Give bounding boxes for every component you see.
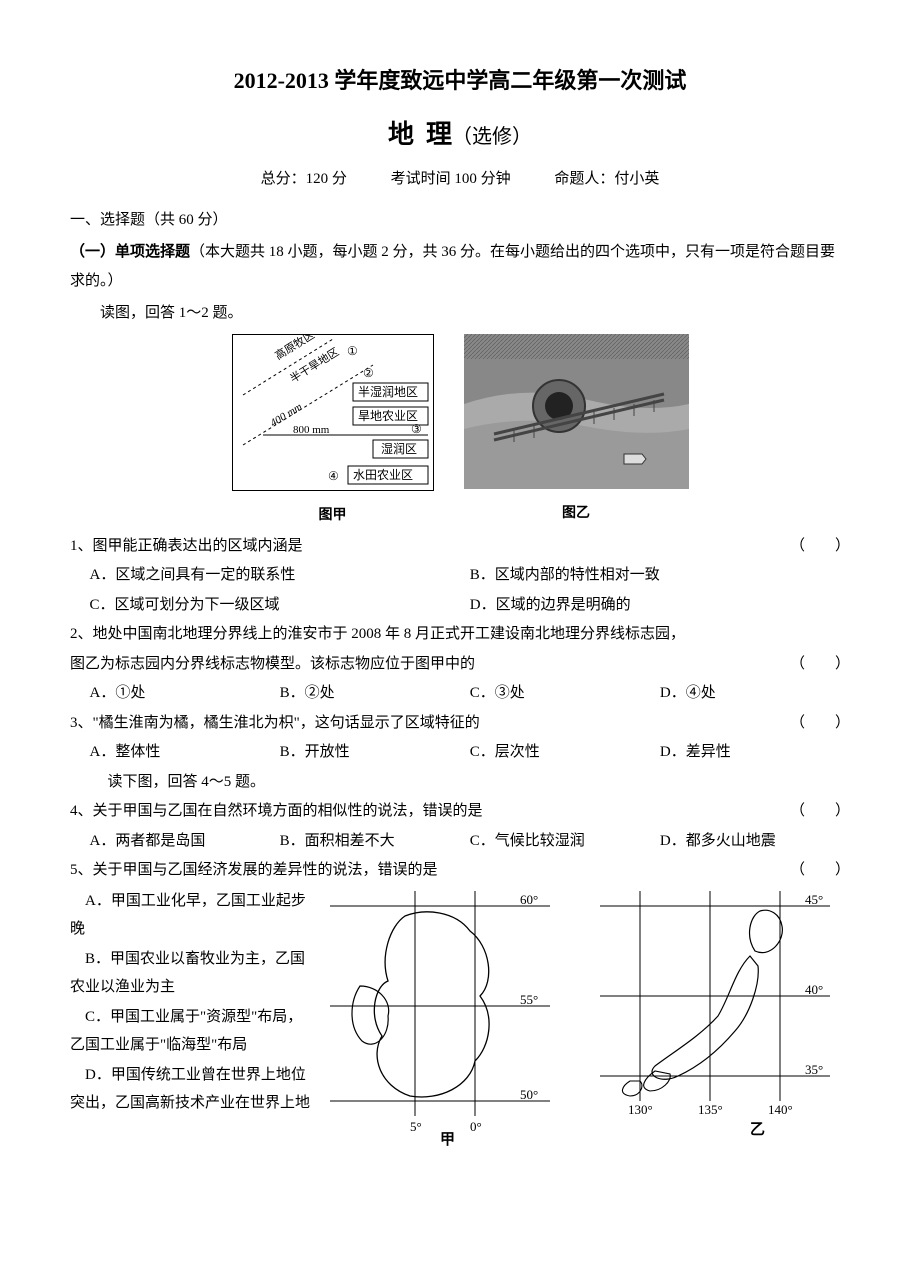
q1-opts-row2: C．区域可划分为下一级区域 D．区域的边界是明确的 <box>70 591 850 620</box>
q2-C: C．③处 <box>470 679 660 708</box>
q2-text2: 图乙为标志园内分界线标志物模型。该标志物应位于图甲中的 <box>70 650 790 679</box>
title-main: 2012-2013 学年度致远中学高二年级第一次测试 <box>70 60 850 102</box>
caption-yi: 图乙 <box>464 501 689 528</box>
q5-options: A．甲国工业化早，乙国工业起步晚 B．甲国农业以畜牧业为主，乙国农业以渔业为主 … <box>70 886 310 1146</box>
maps-block: 60° 55° 50° 5° 0° 甲 45° 40° 35° 130 <box>320 886 850 1146</box>
subject-char2: 理 <box>426 120 452 149</box>
q5-A: A．甲国工业化早，乙国工业起步晚 <box>70 887 310 944</box>
title-subject: 地理（选修） <box>70 110 850 159</box>
svg-text:800 mm: 800 mm <box>293 424 330 436</box>
intro-12: 读图，回答 1～2 题。 <box>70 299 850 328</box>
svg-text:湿润区: 湿润区 <box>381 441 417 456</box>
q5-C: C．甲国工业属于"资源型"布局，乙国工业属于"临海型"布局 <box>70 1003 310 1060</box>
svg-text:135°: 135° <box>698 1102 723 1117</box>
q1-text: 1、图甲能正确表达出的区域内涵是 <box>70 532 790 561</box>
q2-stem1: 2、地处中国南北地理分界线上的淮安市于 2008 年 8 月正式开工建设南北地理… <box>70 620 850 649</box>
section-sub-bold: （一）单项选择题 <box>70 244 190 260</box>
svg-text:5°: 5° <box>410 1119 422 1134</box>
svg-text:甲: 甲 <box>440 1131 455 1146</box>
q2-opts: A．①处 B．②处 C．③处 D．④处 <box>70 679 850 708</box>
q3-paren: （ ） <box>790 709 850 738</box>
svg-text:45°: 45° <box>805 892 823 907</box>
meta-score: 总分：120 分 <box>261 171 347 187</box>
q3-stem: 3、"橘生淮南为橘，橘生淮北为枳"，这句话显示了区域特征的 （ ） <box>70 709 850 738</box>
q1-D: D．区域的边界是明确的 <box>470 591 850 620</box>
section-heading: 一、选择题（共 60 分） <box>70 206 850 235</box>
q5-stem: 5、关于甲国与乙国经济发展的差异性的说法，错误的是 （ ） <box>70 856 850 885</box>
svg-text:水田农业区: 水田农业区 <box>353 468 413 482</box>
q4-stem: 4、关于甲国与乙国在自然环境方面的相似性的说法，错误的是 （ ） <box>70 797 850 826</box>
svg-text:130°: 130° <box>628 1102 653 1117</box>
q5-layout: A．甲国工业化早，乙国工业起步晚 B．甲国农业以畜牧业为主，乙国农业以渔业为主 … <box>70 886 850 1146</box>
q3-D: D．差异性 <box>660 738 850 767</box>
svg-text:②: ② <box>363 366 374 380</box>
maps-svg: 60° 55° 50° 5° 0° 甲 45° 40° 35° 130 <box>320 886 840 1146</box>
section-sub: （一）单项选择题（本大题共 18 小题，每小题 2 分，共 36 分。在每小题给… <box>70 238 850 295</box>
q2-stem2: 图乙为标志园内分界线标志物模型。该标志物应位于图甲中的 （ ） <box>70 650 850 679</box>
q4-D: D．都多火山地震 <box>660 827 850 856</box>
figure-jia: 高原牧区 半干旱地区 400 mm ① ② 半湿润地区 旱地农业区 800 mm… <box>232 334 434 530</box>
q3-text: 3、"橘生淮南为橘，橘生淮北为枳"，这句话显示了区域特征的 <box>70 709 790 738</box>
svg-text:0°: 0° <box>470 1119 482 1134</box>
svg-text:④: ④ <box>328 469 339 483</box>
q2-A: A．①处 <box>90 679 280 708</box>
q5-D: D．甲国传统工业曾在世界上地位突出，乙国高新技术产业在世界上地 <box>70 1061 310 1118</box>
q5-text: 5、关于甲国与乙国经济发展的差异性的说法，错误的是 <box>70 856 790 885</box>
q1-opts-row1: A．区域之间具有一定的联系性 B．区域内部的特性相对一致 <box>70 561 850 590</box>
q5-paren: （ ） <box>790 856 850 885</box>
svg-text:半湿润地区: 半湿润地区 <box>358 384 418 399</box>
q1-paren: （ ） <box>790 532 850 561</box>
q1-A: A．区域之间具有一定的联系性 <box>90 561 470 590</box>
svg-text:旱地农业区: 旱地农业区 <box>358 409 418 423</box>
q2-D: D．④处 <box>660 679 850 708</box>
svg-text:50°: 50° <box>520 1087 538 1102</box>
svg-text:40°: 40° <box>805 982 823 997</box>
caption-jia: 图甲 <box>232 503 434 530</box>
q4-C: C．气候比较湿润 <box>470 827 660 856</box>
subject-char1: 地 <box>388 120 426 149</box>
figure-yi: 图乙 <box>464 334 689 530</box>
svg-text:乙: 乙 <box>750 1122 765 1138</box>
q3-opts: A．整体性 B．开放性 C．层次性 D．差异性 <box>70 738 850 767</box>
q2-paren: （ ） <box>790 650 850 679</box>
svg-text:35°: 35° <box>805 1062 823 1077</box>
q1-B: B．区域内部的特性相对一致 <box>470 561 850 590</box>
q3-B: B．开放性 <box>280 738 470 767</box>
photo-yi <box>464 334 689 489</box>
q4-A: A．两者都是岛国 <box>90 827 280 856</box>
q1-stem: 1、图甲能正确表达出的区域内涵是 （ ） <box>70 532 850 561</box>
q1-C: C．区域可划分为下一级区域 <box>90 591 470 620</box>
q2-B: B．②处 <box>280 679 470 708</box>
svg-text:55°: 55° <box>520 992 538 1007</box>
meta-line: 总分：120 分 考试时间 100 分钟 命题人：付小英 <box>70 165 850 194</box>
figure-row-1: 高原牧区 半干旱地区 400 mm ① ② 半湿润地区 旱地农业区 800 mm… <box>70 334 850 530</box>
intro-45: 读下图，回答 4～5 题。 <box>70 768 850 797</box>
q3-A: A．整体性 <box>90 738 280 767</box>
q4-B: B．面积相差不大 <box>280 827 470 856</box>
exam-type: （选修） <box>452 126 532 148</box>
svg-text:140°: 140° <box>768 1102 793 1117</box>
q4-paren: （ ） <box>790 797 850 826</box>
svg-text:60°: 60° <box>520 892 538 907</box>
q5-B: B．甲国农业以畜牧业为主，乙国农业以渔业为主 <box>70 945 310 1002</box>
svg-text:③: ③ <box>411 422 422 436</box>
svg-text:①: ① <box>347 344 358 358</box>
diagram-jia: 高原牧区 半干旱地区 400 mm ① ② 半湿润地区 旱地农业区 800 mm… <box>232 334 434 491</box>
q3-C: C．层次性 <box>470 738 660 767</box>
q4-text: 4、关于甲国与乙国在自然环境方面的相似性的说法，错误的是 <box>70 797 790 826</box>
meta-author: 命题人：付小英 <box>554 171 659 187</box>
q4-opts: A．两者都是岛国 B．面积相差不大 C．气候比较湿润 D．都多火山地震 <box>70 827 850 856</box>
meta-time: 考试时间 100 分钟 <box>391 171 511 187</box>
